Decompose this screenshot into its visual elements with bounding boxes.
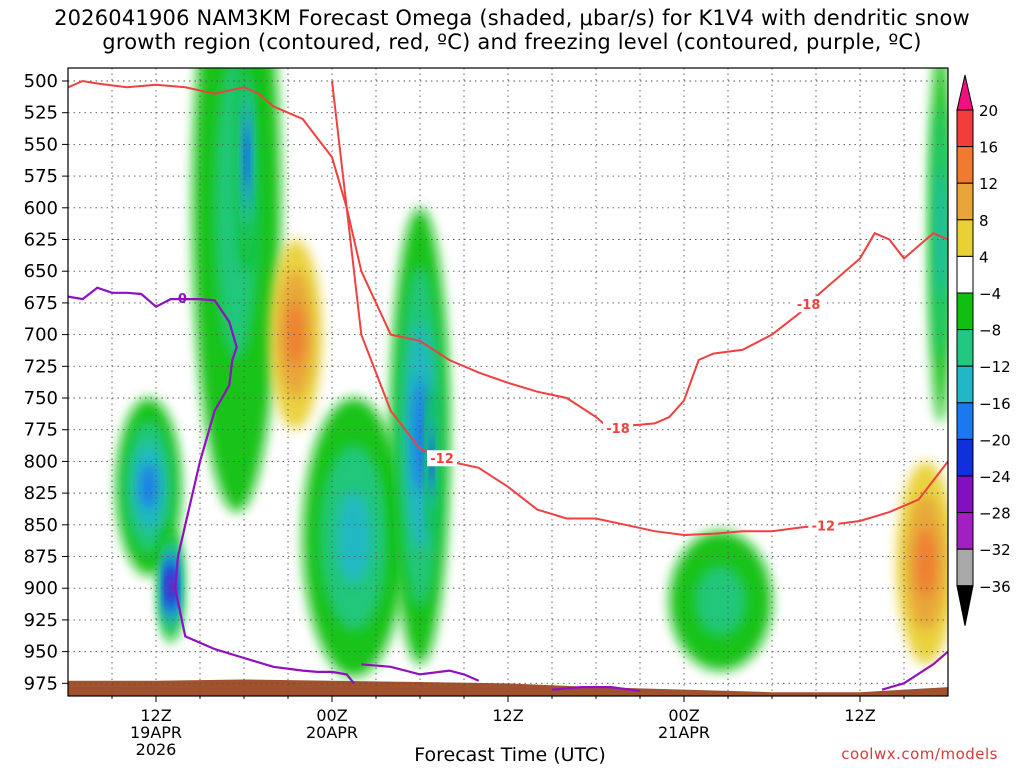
colorbar-swatch-9 xyxy=(956,402,974,440)
colorbar-label-9: −20 xyxy=(979,431,1011,449)
freezing-level-segment-2 xyxy=(551,686,641,692)
y-tick-label-550: 550 xyxy=(24,134,58,155)
y-tick-label-700: 700 xyxy=(24,325,58,346)
x-tick-year-6: 2026 xyxy=(136,740,177,759)
chart-title: 2026041906 NAM3KM Forecast Omega (shaded… xyxy=(0,6,1024,54)
colorbar-label-3: 8 xyxy=(979,212,989,230)
y-tick-label-875: 875 xyxy=(24,547,58,568)
y-tick-label-725: 725 xyxy=(24,356,58,377)
chart-title-line-1: 2026041906 NAM3KM Forecast Omega (shaded… xyxy=(54,6,970,30)
colorbar-label-10: −24 xyxy=(979,468,1011,486)
colorbar-label-8: −16 xyxy=(979,395,1011,413)
x-tick-label-54: 12Z xyxy=(844,706,875,725)
colorbar: 20 16 12 8 4 −4 −8 −12 −16 −20 −24 −28 −32 −36 xyxy=(956,74,1011,626)
y-tick-label-950: 950 xyxy=(24,642,58,663)
dgz-cold-label-bg-0 xyxy=(603,419,633,436)
dgz-warm-label-bg-1 xyxy=(808,517,839,534)
colorbar-swatch-3 xyxy=(956,182,974,221)
x-tick-date-18: 20APR xyxy=(306,723,358,742)
omega-cell-0-level-3 xyxy=(140,464,157,509)
x-tick-label-6: 12Z xyxy=(140,706,171,725)
colorbar-label-1: 16 xyxy=(979,139,998,157)
omega-cell-1-level-6 xyxy=(168,577,173,594)
y-tick-label-775: 775 xyxy=(24,420,58,441)
colorbar-bottom-arrow xyxy=(956,585,974,626)
omega-cell-6-level-3 xyxy=(412,378,428,494)
y-tick-label-800: 800 xyxy=(24,451,58,472)
x-tick-date-6: 19APR xyxy=(130,723,182,742)
y-tick-label-850: 850 xyxy=(24,515,58,536)
omega-cell-8-level-1 xyxy=(695,566,747,636)
y-tick-label-625: 625 xyxy=(24,230,58,251)
colorbar-swatch-12 xyxy=(956,512,974,550)
x-axis-label: Forecast Time (UTC) xyxy=(414,744,606,766)
dgz-warm-contour xyxy=(331,80,948,537)
contours: -12 -12 -18 -18 0 xyxy=(68,79,948,692)
x-tick-date-42: 21APR xyxy=(658,723,710,742)
colorbar-label-0: 20 xyxy=(979,102,998,120)
y-axis: 500 525 550 575 600 625 650 675 700 725 750 775 800 8… xyxy=(24,71,68,694)
freezing-level-segment-0 xyxy=(68,286,355,684)
y-tick-label-750: 750 xyxy=(24,388,58,409)
colorbar-swatch-10 xyxy=(956,438,974,477)
colorbar-label-7: −12 xyxy=(979,358,1011,376)
colorbar-swatch-4 xyxy=(956,219,974,257)
colorbar-swatch-6 xyxy=(956,292,974,331)
colorbar-label-6: −8 xyxy=(979,322,1001,340)
dgz-warm-label-bg-0 xyxy=(427,450,457,467)
omega-cell-5-level-2 xyxy=(336,491,372,584)
colorbar-swatch-1 xyxy=(956,109,974,148)
freezing-level-segment-3 xyxy=(881,650,948,691)
colorbar-label-4: 4 xyxy=(979,248,989,266)
colorbar-swatch-13 xyxy=(956,548,974,587)
colorbar-label-13: −36 xyxy=(979,578,1011,596)
omega-cell-4-level-2 xyxy=(286,302,305,367)
y-tick-label-600: 600 xyxy=(24,198,58,219)
colorbar-swatch-7 xyxy=(956,329,974,367)
y-tick-label-675: 675 xyxy=(24,293,58,314)
x-tick-label-42: 00Z xyxy=(668,706,699,725)
omega-cell-10-level-2 xyxy=(936,169,945,297)
y-tick-label-525: 525 xyxy=(24,103,58,124)
dgz-cold-label-bg-1 xyxy=(793,296,824,313)
y-tick-label-650: 650 xyxy=(24,261,58,282)
y-tick-label-925: 925 xyxy=(24,610,58,631)
freezing-level-label-0: 0 xyxy=(178,292,187,307)
y-tick-label-900: 900 xyxy=(24,578,58,599)
y-tick-label-825: 825 xyxy=(24,483,58,504)
dgz-cold-contour xyxy=(68,79,948,431)
colorbar-swatch-5 xyxy=(956,255,974,294)
x-tick-label-30: 12Z xyxy=(492,706,523,725)
colorbar-swatch-11 xyxy=(956,475,974,514)
dgz-cold-label-0: -18 xyxy=(606,422,630,437)
dgz-warm-label-0: -12 xyxy=(430,452,454,467)
credit-link[interactable]: coolwx.com/models xyxy=(841,745,998,763)
colorbar-label-11: −28 xyxy=(979,505,1011,523)
colorbar-label-5: −4 xyxy=(979,285,1001,303)
colorbar-swatch-2 xyxy=(956,146,974,184)
freezing-level-segment-1 xyxy=(361,663,480,682)
x-tick-label-18: 00Z xyxy=(316,706,347,725)
colorbar-label-12: −32 xyxy=(979,541,1011,559)
grid-lines xyxy=(68,68,948,696)
dgz-warm-label-1: -12 xyxy=(812,519,836,534)
chart-title-line-2: growth region (contoured, red, ºC) and f… xyxy=(102,30,922,54)
omega-shading xyxy=(68,68,948,696)
omega-cell-9-level-2 xyxy=(916,529,936,597)
y-tick-label-975: 975 xyxy=(24,673,58,694)
dgz-cold-label-1: -18 xyxy=(797,298,821,313)
colorbar-swatch-8 xyxy=(956,365,974,404)
y-tick-label-575: 575 xyxy=(24,166,58,187)
colorbar-label-2: 12 xyxy=(979,175,998,193)
omega-cell-3-level-4 xyxy=(245,134,249,180)
y-tick-label-500: 500 xyxy=(24,71,58,92)
colorbar-top-arrow xyxy=(956,74,974,111)
